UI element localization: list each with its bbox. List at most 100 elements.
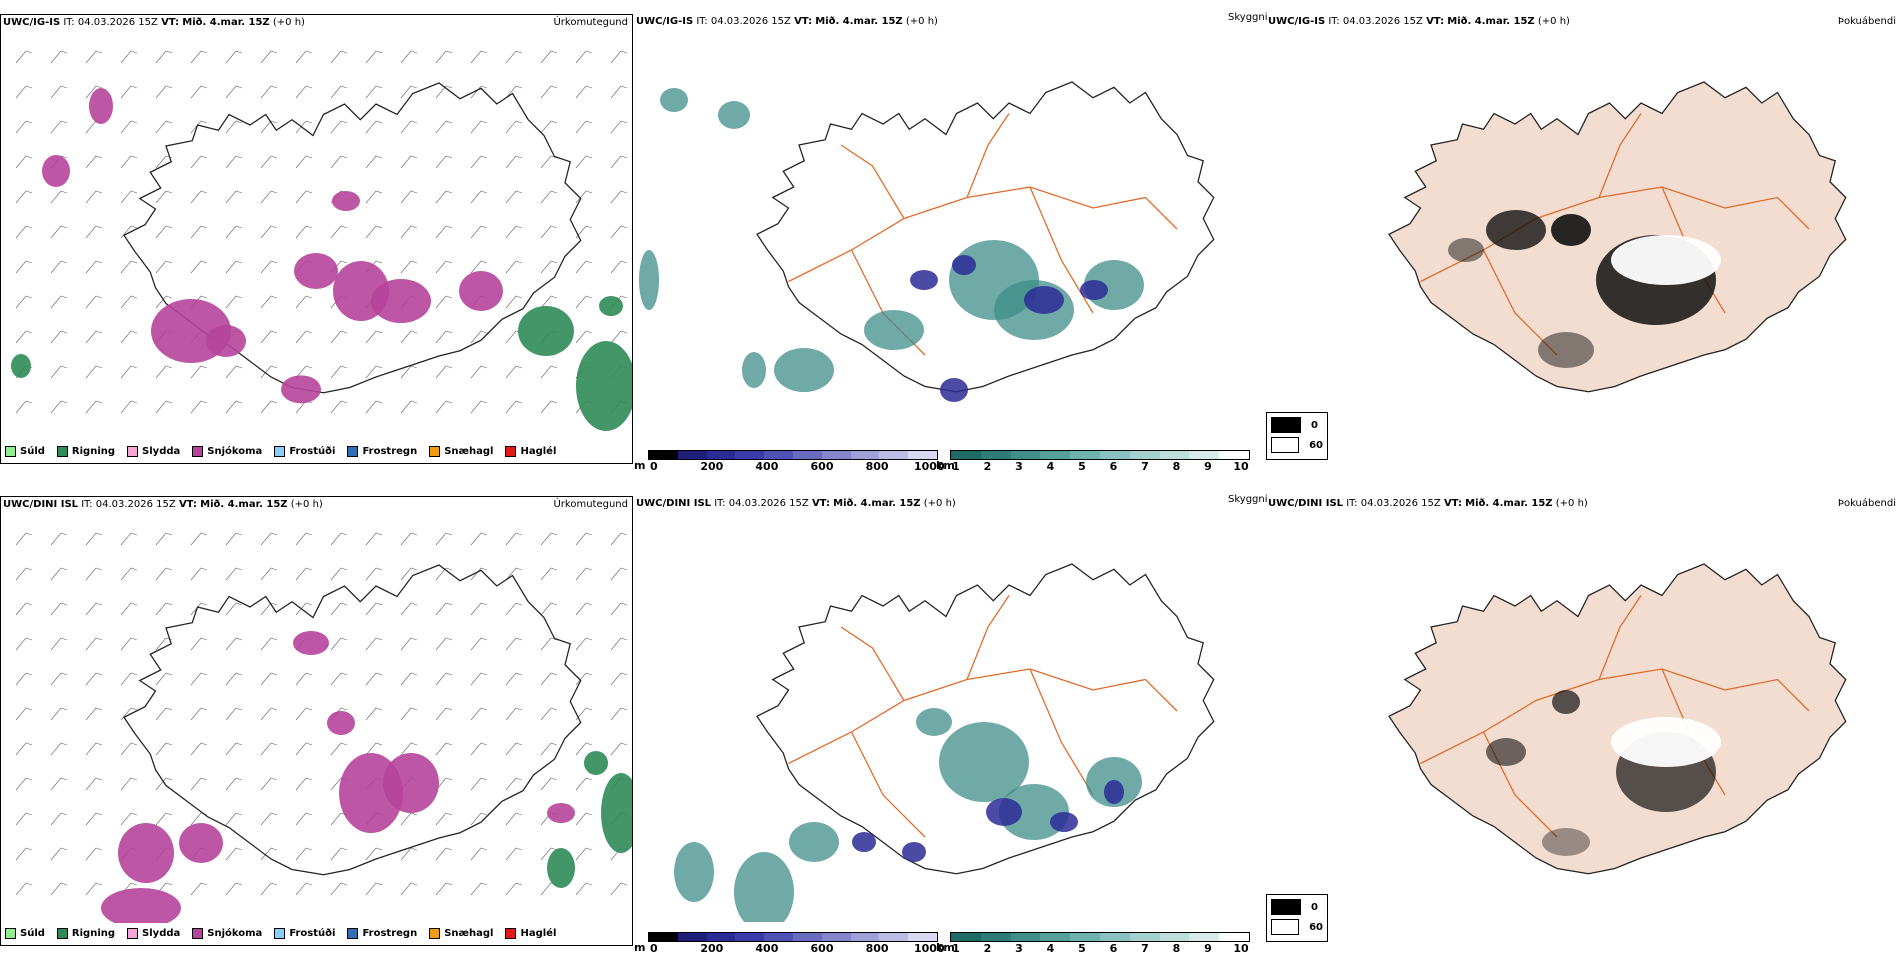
wind-barb xyxy=(15,812,33,826)
wind-barb xyxy=(225,672,243,686)
low-visibility-area xyxy=(939,722,1029,802)
wind-barb xyxy=(50,120,68,134)
colorbar-tick: 5 xyxy=(1078,942,1086,955)
wind-barb xyxy=(505,847,523,861)
rain-area xyxy=(518,306,574,356)
wind-barb xyxy=(260,190,278,204)
wind-barb xyxy=(225,637,243,651)
colorbar-swatches xyxy=(648,450,938,460)
wind-barb xyxy=(400,260,418,274)
wind-barb xyxy=(295,295,313,309)
snow-area xyxy=(89,88,113,124)
colorbar-cell xyxy=(850,933,880,941)
wind-barb xyxy=(400,225,418,239)
wind-barb xyxy=(225,120,243,134)
wind-barb xyxy=(155,532,173,546)
wind-barb xyxy=(15,777,33,791)
wind-barb xyxy=(365,532,383,546)
snow-area xyxy=(459,271,503,311)
wind-barb xyxy=(260,260,278,274)
legend-label: Rigning xyxy=(71,446,116,457)
wind-barb xyxy=(365,637,383,651)
wind-barb xyxy=(50,295,68,309)
wind-barb xyxy=(610,742,628,756)
wind-barb xyxy=(400,847,418,861)
wind-barb xyxy=(15,847,33,861)
wind-barb xyxy=(540,155,558,169)
wind-barb xyxy=(610,190,628,204)
wind-barb xyxy=(435,85,453,99)
legend-label: Haglél xyxy=(520,928,557,939)
wind-barb xyxy=(295,707,313,721)
wind-barb xyxy=(225,225,243,239)
wind-barb xyxy=(470,532,488,546)
colorbar-cell xyxy=(1070,451,1100,459)
low-visibility-area xyxy=(674,842,714,902)
colorbar-cell xyxy=(980,933,1011,941)
legend-label: Slydda xyxy=(142,928,181,939)
colorbar-tick: 8 xyxy=(1172,460,1181,473)
wind-barb xyxy=(260,672,278,686)
colorbar-swatches xyxy=(950,450,1250,460)
wind-barb xyxy=(435,295,453,309)
wind-barb xyxy=(540,120,558,134)
legend-swatch xyxy=(127,928,139,939)
wind-barb xyxy=(365,882,383,896)
wind-barb xyxy=(435,567,453,581)
legend-swatch xyxy=(347,928,359,939)
colorbar-cell xyxy=(1040,451,1071,459)
wind-barb xyxy=(85,567,103,581)
low-ceiling-area xyxy=(1080,280,1108,300)
wind-barb xyxy=(190,120,208,134)
wind-barb xyxy=(85,602,103,616)
wind-barb xyxy=(540,777,558,791)
fog-legend-label: 0 xyxy=(1311,419,1318,431)
legend-item: Frostúði xyxy=(274,446,335,457)
wind-barb xyxy=(225,190,243,204)
wind-barb xyxy=(260,882,278,896)
colorbar-cell xyxy=(850,451,880,459)
wind-barb xyxy=(435,882,453,896)
legend-swatch xyxy=(429,928,441,939)
wind-barb xyxy=(435,155,453,169)
ceiling-visibility-panel: UWC/DINI ISL IT: 04.03.2026 15Z VT: Mið.… xyxy=(634,496,1264,956)
legend-label: Frostregn xyxy=(362,446,418,457)
wind-barb xyxy=(85,295,103,309)
wind-barb xyxy=(505,567,523,581)
colorbar-cell xyxy=(1010,933,1041,941)
wind-barb xyxy=(50,50,68,64)
colorbar-tick: 2 xyxy=(983,460,992,473)
wind-barb xyxy=(190,50,208,64)
wind-barb xyxy=(15,882,33,896)
wind-barb xyxy=(85,672,103,686)
wind-barb xyxy=(365,155,383,169)
wind-barb xyxy=(540,707,558,721)
wind-barb xyxy=(155,777,173,791)
wind-barb xyxy=(540,190,558,204)
wind-barb xyxy=(330,672,348,686)
wind-barb xyxy=(85,532,103,546)
legend-swatch xyxy=(505,928,517,939)
wind-barb xyxy=(400,120,418,134)
wind-barb xyxy=(15,742,33,756)
fog-area xyxy=(1552,690,1580,714)
wind-barb xyxy=(470,400,488,414)
wind-barb xyxy=(260,50,278,64)
colorbar-cell xyxy=(706,933,736,941)
snow-area xyxy=(206,325,246,357)
wind-barb xyxy=(120,672,138,686)
legend-swatch xyxy=(429,446,441,457)
fog-legend-item: 0 xyxy=(1271,899,1323,915)
legend-swatch xyxy=(274,928,286,939)
colorbar-tick: 0 xyxy=(649,942,658,955)
wind-barb xyxy=(400,882,418,896)
low-visibility-area xyxy=(864,310,924,350)
wind-barb xyxy=(470,260,488,274)
wind-barb xyxy=(120,330,138,344)
wind-barb xyxy=(120,742,138,756)
panel-header: UWC/IG-IS IT: 04.03.2026 15Z VT: Mið. 4.… xyxy=(1268,16,1570,27)
legend-label: Snæhagl xyxy=(444,446,494,457)
wind-barb xyxy=(15,602,33,616)
ceiling-visibility-panel: UWC/IG-IS IT: 04.03.2026 15Z VT: Mið. 4.… xyxy=(634,14,1264,474)
wind-barb xyxy=(190,190,208,204)
